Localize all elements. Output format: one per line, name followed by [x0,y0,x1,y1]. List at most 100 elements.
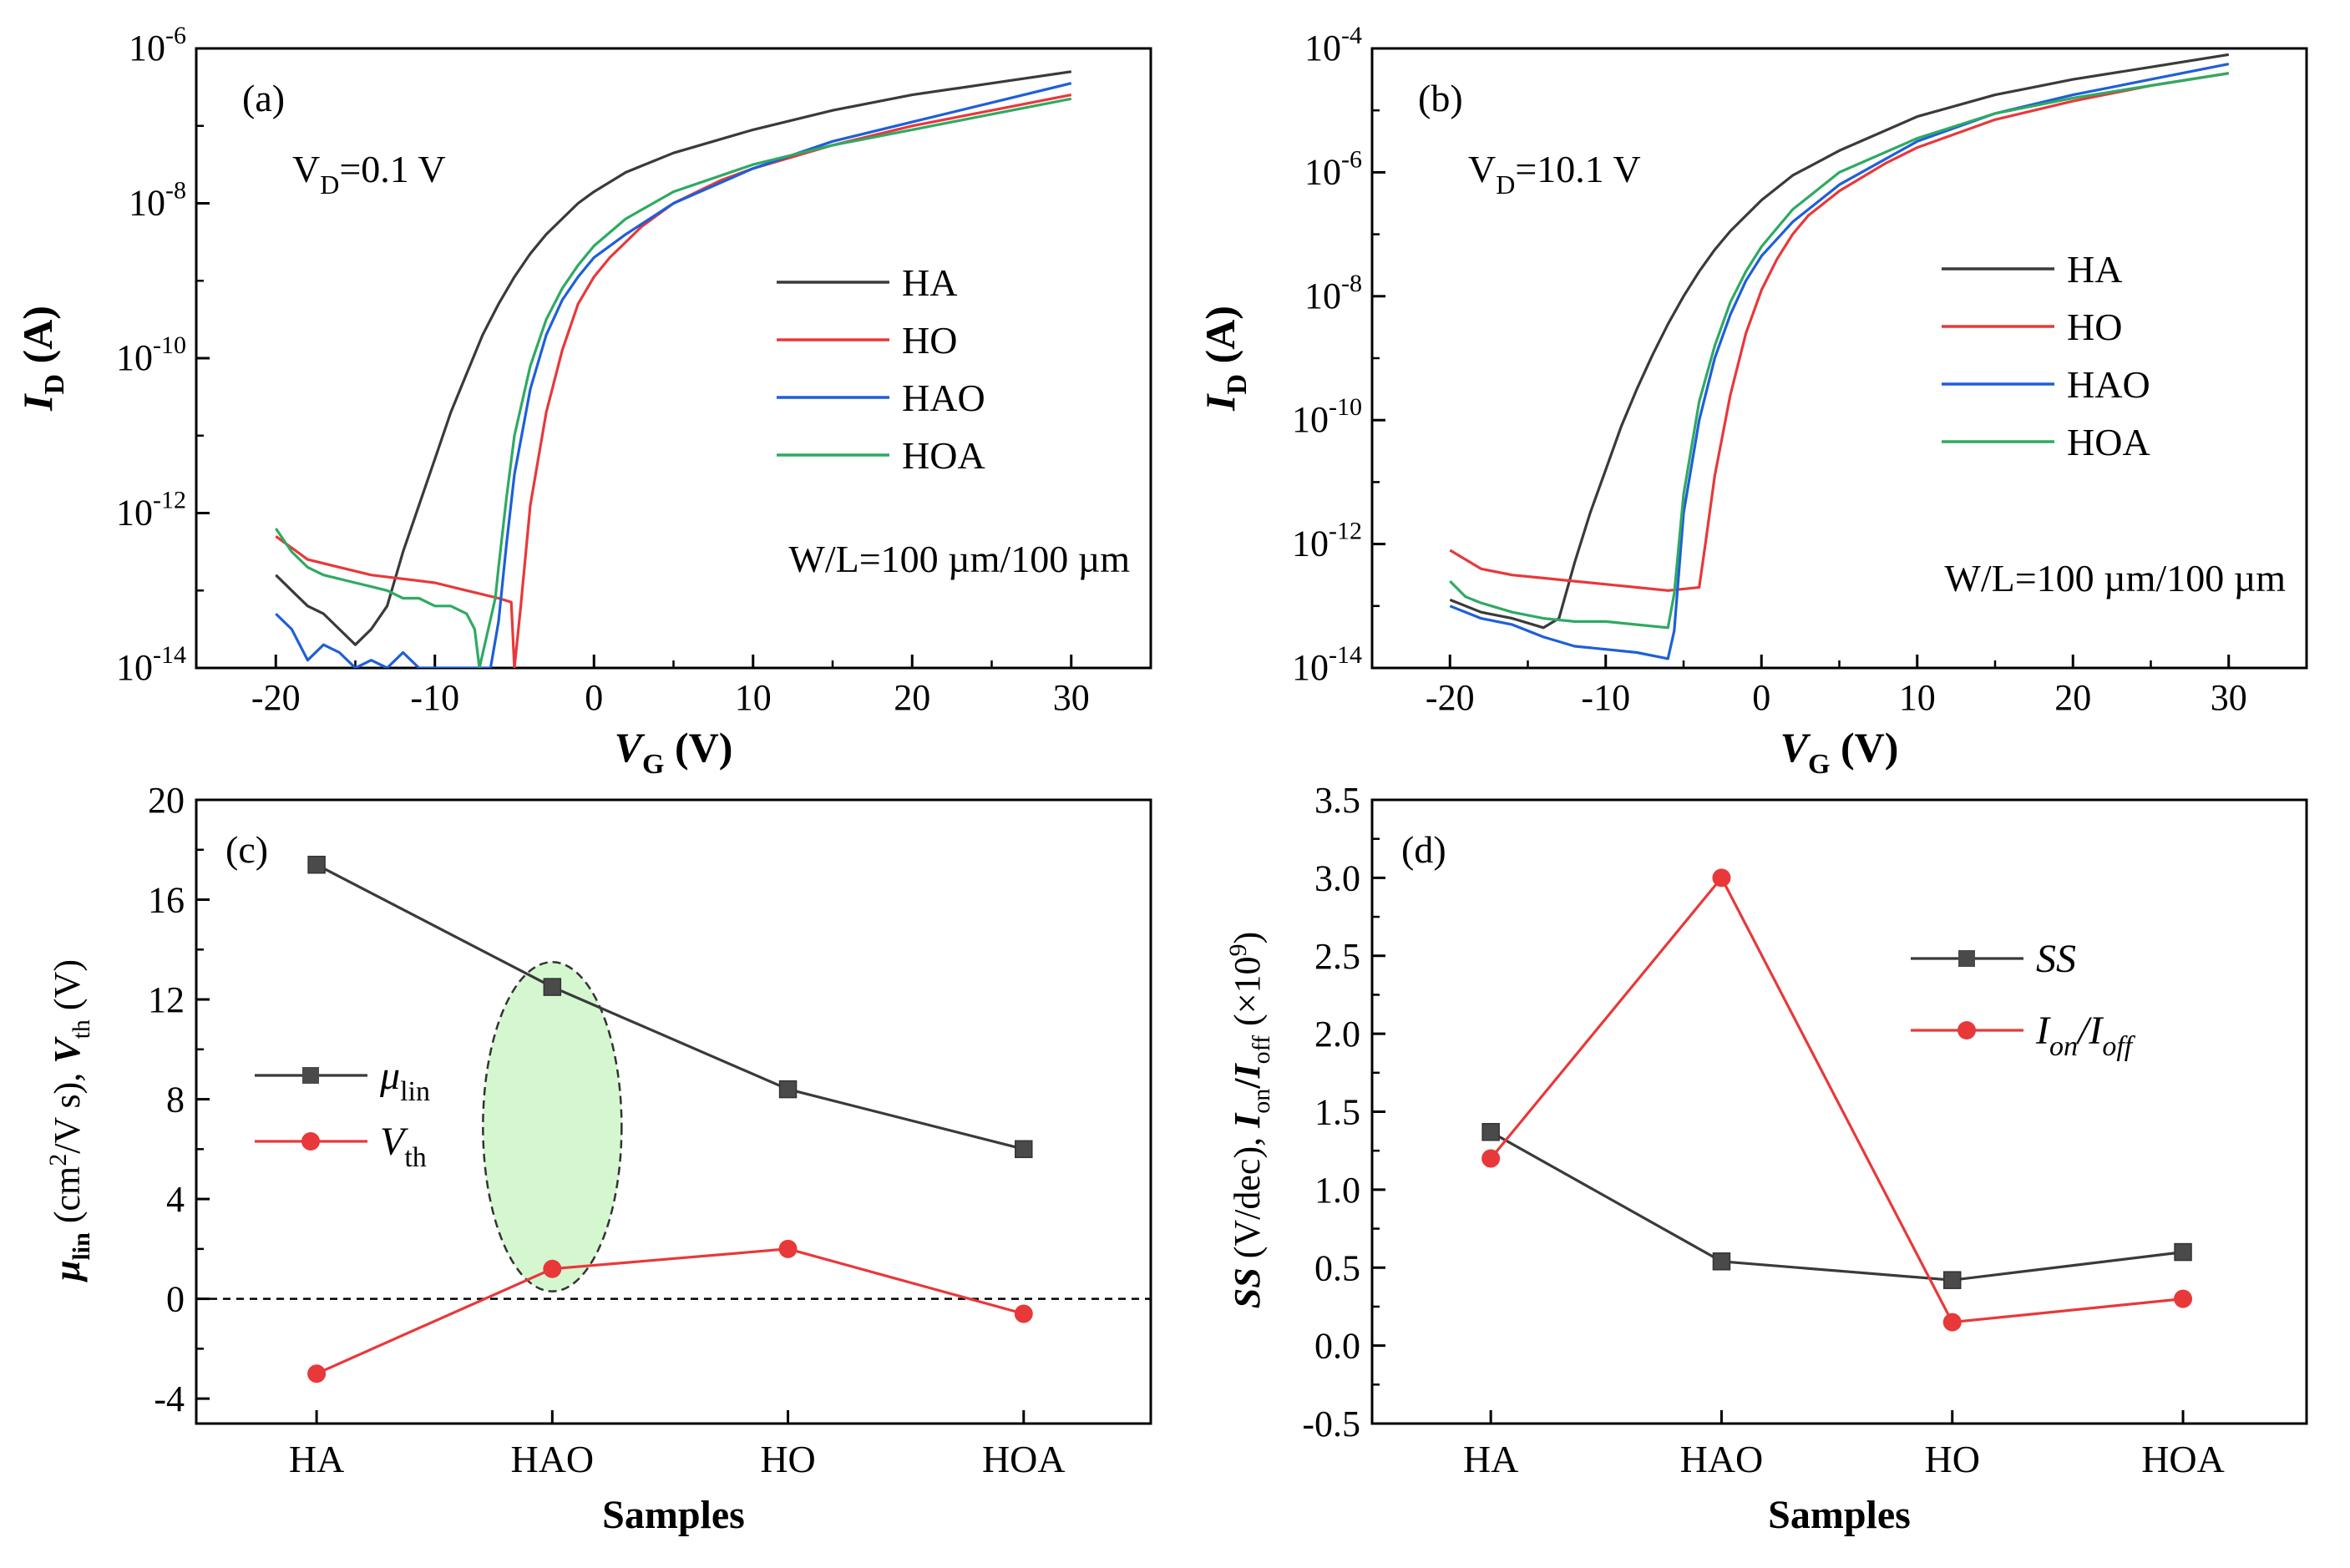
legend-label: HAO [2067,363,2150,406]
x-tick-label: 30 [2211,677,2247,718]
x-tick-label: 30 [1053,677,1090,718]
series-line-ha [1449,53,2230,630]
y-tick-label: 10-12 [1292,518,1362,564]
panel-label: (c) [225,828,268,871]
data-point-square [543,978,562,996]
data-point-circle [543,1259,562,1278]
x-tick-label: -20 [1426,677,1475,718]
legend-label: Vth [380,1120,427,1173]
y-axis-title: μlin (cm2/V s), Vth (V) [44,959,95,1282]
y-tick-label: 3.0 [1314,857,1360,898]
x-axis-title: Samples [1768,1493,1911,1537]
y-axis-title: SS (V/dec), Ion/Ioff (×109) [1224,932,1275,1308]
y-tick-label: 10-10 [116,331,186,378]
x-tick-label: -20 [251,677,301,718]
data-point-square [778,1080,798,1099]
legend-label: Ion/Ioff [2035,1009,2136,1062]
legend-label: HOA [2067,421,2150,463]
y-tick-label: 2.5 [1314,936,1360,977]
x-tick-label: 0 [585,677,603,718]
data-point-square [2174,1242,2192,1262]
data-point-circle [1481,1149,1501,1168]
y-tick-label: 0 [166,1279,185,1320]
wl-annotation: W/L=100 µm/100 µm [1944,557,2286,599]
series-line-hao [275,82,1072,668]
series-line-ha [275,70,1072,646]
y-tick-label: 10-14 [1292,641,1362,688]
legend-label: HA [902,261,957,304]
y-axis-title: ID (A) [1197,306,1253,412]
legend-label: SS [2036,937,2076,981]
plot-frame-3 [1370,798,2308,1425]
x-tick-label: HAO [1680,1438,1764,1480]
y-tick-label: 1.5 [1314,1092,1360,1133]
data-point-circle [778,1239,798,1258]
x-tick-label: -10 [1581,677,1630,718]
data-point-square [1015,1140,1033,1159]
data-point-square [1942,1271,1962,1289]
y-axis-title: ID (A) [14,306,70,412]
x-tick-label: 0 [1752,677,1770,718]
legend-label: HAO [902,377,985,419]
y-tick-label: 2.0 [1314,1014,1360,1055]
y-tick-label: 10-8 [1304,270,1362,316]
series-line-hoa [274,97,1072,668]
legend-marker-square [302,1067,319,1084]
y-tick-label: -4 [154,1378,185,1419]
x-tick-label: HO [1925,1438,1980,1480]
x-tick-label: 10 [735,677,772,718]
x-tick-label: HA [1463,1438,1518,1480]
wl-annotation: W/L=100 µm/100 µm [788,538,1130,580]
y-tick-label: 10-14 [116,641,186,688]
data-point-square [1481,1123,1500,1141]
legend-marker-circle [1957,1021,1976,1039]
legend-marker-square [1958,950,1975,967]
y-tick-label: 10-6 [129,22,186,68]
vd-annotation: VD=0.1 V [292,148,446,200]
panel-label: (a) [242,77,285,119]
plot-frame-2 [195,798,1152,1425]
series-line-1 [316,1247,1025,1375]
y-tick-label: 10-10 [1292,393,1362,440]
series-line-0 [316,863,1025,1151]
series-line-hao [1449,63,2230,660]
data-point-circle [1942,1313,1962,1332]
y-tick-label: 4 [166,1179,185,1220]
series-line-0 [1490,1130,2184,1282]
data-point-circle [1712,868,1731,888]
y-tick-label: 10-4 [1304,22,1362,68]
x-tick-label: 10 [1899,677,1936,718]
x-axis-title: VG (V) [615,724,733,780]
y-tick-label: 16 [148,880,185,921]
y-tick-label: -0.5 [1302,1404,1360,1444]
legend-label: HO [2067,306,2122,348]
legend-label: μlin [379,1054,430,1107]
y-tick-label: 0.5 [1314,1247,1360,1288]
data-point-square [1712,1252,1731,1271]
x-tick-label: 20 [2054,677,2091,718]
panel-label: (d) [1401,828,1446,871]
legend-label: HOA [902,434,985,477]
y-tick-label: 3.5 [1314,780,1360,821]
x-tick-label: -10 [410,677,459,718]
x-tick-label: HO [760,1438,815,1480]
vd-annotation: VD=10.1 V [1468,148,1641,200]
data-point-square [307,855,326,874]
y-tick-label: 8 [166,1080,185,1120]
x-tick-label: HOA [2141,1438,2225,1480]
data-point-circle [307,1364,327,1383]
x-axis-title: VG (V) [1780,724,1899,780]
x-tick-label: HAO [510,1438,594,1480]
x-tick-label: 20 [894,677,930,718]
series-line-hoa [1449,72,2230,630]
y-tick-label: 0.0 [1314,1326,1360,1367]
data-point-circle [1014,1304,1033,1323]
x-axis-title: Samples [602,1493,745,1537]
x-tick-label: HOA [982,1438,1066,1480]
x-tick-label: HA [289,1438,344,1480]
y-tick-label: 12 [148,979,185,1020]
series-line-ho [1449,72,2230,592]
y-tick-label: 10-12 [116,487,186,534]
legend-label: HO [902,319,957,362]
